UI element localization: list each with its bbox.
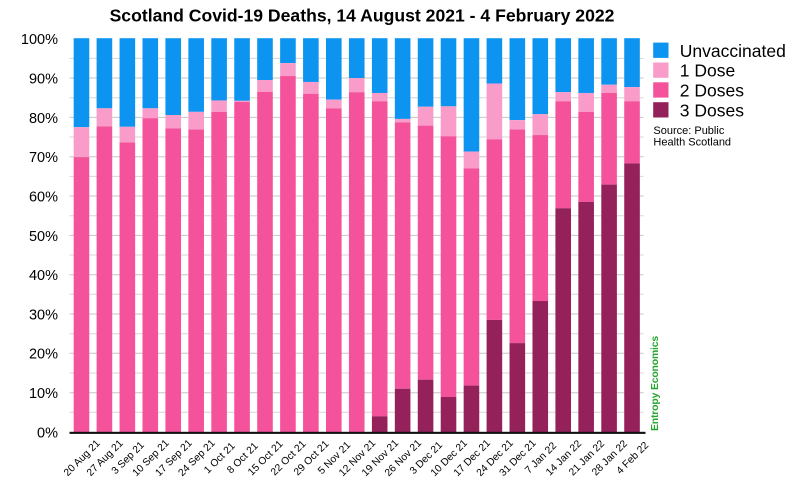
svg-text:50%: 50%	[29, 229, 58, 245]
svg-text:60%: 60%	[29, 189, 58, 205]
svg-text:70%: 70%	[29, 150, 58, 166]
svg-text:Scotland Covid-19 Deaths, 14 A: Scotland Covid-19 Deaths, 14 August 2021…	[110, 6, 615, 26]
svg-text:Entropy Economics: Entropy Economics	[650, 336, 661, 431]
svg-text:Unvaccinated: Unvaccinated	[680, 41, 786, 61]
svg-text:3 Doses: 3 Doses	[680, 100, 744, 120]
svg-text:Source: Public: Source: Public	[653, 125, 724, 137]
svg-text:90%: 90%	[29, 71, 58, 87]
svg-text:2 Doses: 2 Doses	[680, 81, 744, 101]
svg-text:80%: 80%	[29, 111, 58, 127]
svg-text:100%: 100%	[21, 32, 58, 48]
svg-text:Health Scotland: Health Scotland	[653, 136, 731, 148]
svg-text:0%: 0%	[37, 425, 58, 441]
svg-text:30%: 30%	[29, 307, 58, 323]
svg-text:10%: 10%	[29, 386, 58, 402]
svg-text:20%: 20%	[29, 347, 58, 363]
svg-text:40%: 40%	[29, 268, 58, 284]
svg-text:1 Dose: 1 Dose	[680, 61, 735, 81]
